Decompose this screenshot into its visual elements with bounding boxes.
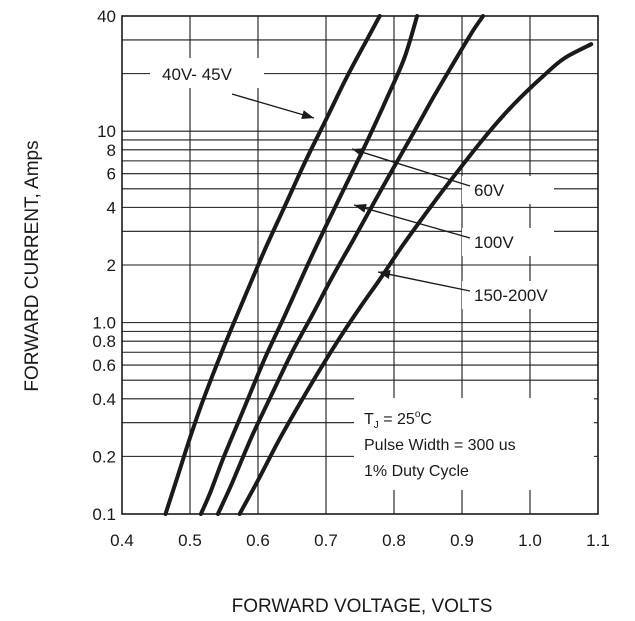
- curve-150-200v: [237, 42, 594, 516]
- x-tick-label: 1.1: [586, 531, 610, 550]
- y-tick-label: 1.0: [92, 314, 116, 333]
- y-tick-label: 8: [107, 141, 116, 160]
- y-tick-label: 0.1: [92, 505, 116, 524]
- curve-layer: [163, 14, 594, 516]
- callout-background-150-200v: [462, 281, 572, 309]
- x-axis-title: FORWARD VOLTAGE, VOLTS: [232, 596, 493, 617]
- y-tick-label: 40: [97, 7, 116, 26]
- callout-arrowhead-150-200v: [378, 270, 391, 279]
- x-tick-label: 0.9: [450, 531, 474, 550]
- callout-leader-100v: [353, 204, 471, 239]
- pulse-width-label: Pulse Width = 300 us: [364, 437, 516, 454]
- callout-background-60v: [462, 176, 554, 204]
- callout-label-40v-45v: 40V- 45V: [162, 65, 233, 84]
- callout-arrowhead-60v: [352, 148, 365, 157]
- test-conditions-box: TJ = 25oC Pulse Width = 300 us 1% Duty C…: [354, 398, 594, 490]
- curve-40v-45v: [163, 14, 382, 516]
- curve-60v: [198, 14, 420, 516]
- callout-background-40v-45v: [150, 58, 264, 88]
- y-tick-label: 0.4: [92, 390, 116, 409]
- curve-100v: [215, 14, 486, 516]
- test-conditions-background: [354, 398, 594, 490]
- x-tick-label: 0.8: [382, 531, 406, 550]
- x-tick-label: 1.0: [518, 531, 542, 550]
- callout-label-100v: 100V: [474, 233, 514, 252]
- x-tick-label: 0.7: [314, 531, 338, 550]
- callout-arrowhead-100v: [354, 203, 367, 213]
- callout-background-100v: [462, 228, 554, 256]
- callout-leader-40v-45v: [231, 93, 315, 119]
- label-layer: 0.4 0.5 0.6 0.7 0.8 0.9 1.0 1.10.10.20.40.60.81…: [22, 7, 610, 617]
- junction-temperature-label: TJ = 25oC: [364, 409, 432, 431]
- callout-leader-150-200v: [377, 271, 471, 292]
- callout-label-150-200v: 150-200V: [474, 286, 548, 305]
- y-tick-label: 0.6: [92, 356, 116, 375]
- duty-cycle-label: 1% Duty Cycle: [364, 463, 469, 480]
- callout-leader-60v: [351, 148, 471, 187]
- x-tick-label: 0.5: [178, 531, 202, 550]
- y-tick-label: 0.2: [92, 447, 116, 466]
- y-tick-label: 4: [107, 198, 116, 217]
- x-tick-label: 0.6: [246, 531, 270, 550]
- x-tick-label: 0.4: [110, 531, 134, 550]
- y-tick-label: 6: [107, 165, 116, 184]
- y-tick-label: 10: [97, 122, 116, 141]
- callout-arrowhead-40v-45v: [301, 110, 314, 119]
- y-tick-label: 0.8: [92, 332, 116, 351]
- y-axis-title: FORWARD CURRENT, Amps: [22, 140, 43, 391]
- y-tick-label: 2: [107, 256, 116, 275]
- callout-label-60v: 60V: [474, 181, 505, 200]
